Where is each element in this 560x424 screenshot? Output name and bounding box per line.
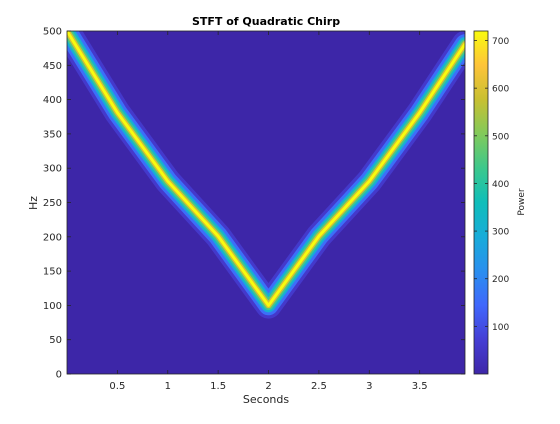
y-axis-label: Hz bbox=[27, 196, 40, 210]
y-tick-label: 0 bbox=[56, 370, 62, 381]
y-tick-label: 150 bbox=[43, 267, 62, 278]
chart-title: STFT of Quadratic Chirp bbox=[192, 15, 340, 28]
y-tick-label: 300 bbox=[43, 164, 62, 175]
x-tick-label: 2.5 bbox=[311, 381, 327, 392]
y-tick-label: 450 bbox=[43, 61, 62, 72]
y-tick-label: 350 bbox=[43, 129, 62, 140]
x-tick-label: 3.5 bbox=[412, 381, 428, 392]
colorbar-gradient bbox=[474, 31, 488, 374]
y-axis: 0 50 100 150 200 250 300 350 400 450 500 bbox=[43, 27, 465, 381]
ridge-layer bbox=[67, 31, 465, 319]
colorbar-tick-label: 300 bbox=[492, 228, 509, 238]
colorbar-tick-label: 600 bbox=[492, 85, 509, 95]
x-tick-label: 2 bbox=[265, 381, 271, 392]
y-tick-label: 100 bbox=[43, 301, 62, 312]
colorbar-ticks: 100 200 300 400 500 600 700 bbox=[474, 37, 509, 333]
x-axis-label: Seconds bbox=[243, 393, 289, 406]
plot-area bbox=[66, 30, 466, 375]
colorbar: 100 200 300 400 500 600 700 Power bbox=[473, 30, 527, 375]
colorbar-frame bbox=[473, 30, 489, 375]
y-tick-label: 250 bbox=[43, 198, 62, 209]
x-axis: 0.5 1 1.5 2 2.5 3 3.5 bbox=[109, 31, 428, 392]
y-tick-label: 400 bbox=[43, 95, 62, 106]
y-tick-label: 500 bbox=[43, 27, 62, 38]
y-tick-label: 50 bbox=[49, 335, 62, 346]
colorbar-tick-label: 200 bbox=[492, 275, 509, 285]
colorbar-tick-label: 700 bbox=[492, 37, 509, 47]
colorbar-tick-label: 100 bbox=[492, 323, 509, 333]
ridge-band-6 bbox=[67, 31, 465, 307]
y-tick-label: 200 bbox=[43, 232, 62, 243]
x-tick-label: 3 bbox=[366, 381, 372, 392]
x-tick-label: 1.5 bbox=[210, 381, 226, 392]
colorbar-label: Power bbox=[517, 188, 527, 216]
colorbar-tick-label: 500 bbox=[492, 132, 509, 142]
plot-background bbox=[67, 31, 465, 374]
x-tick-label: 0.5 bbox=[109, 381, 125, 392]
x-tick-label: 1 bbox=[165, 381, 171, 392]
colorbar-tick-label: 400 bbox=[492, 180, 509, 190]
